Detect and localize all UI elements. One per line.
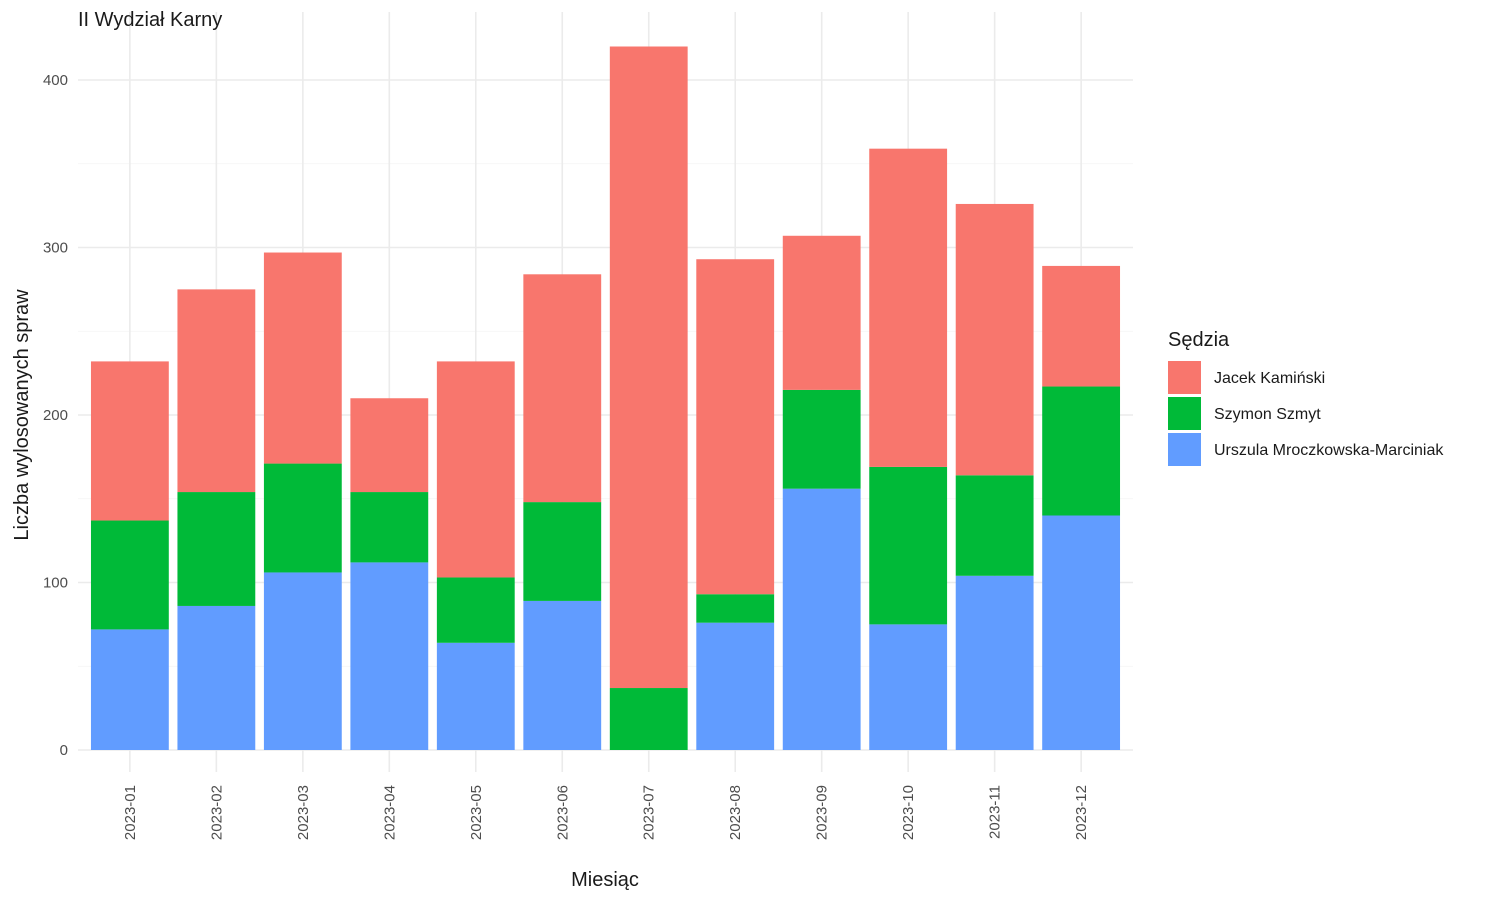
bar-segment [350, 562, 429, 750]
bar-segment [90, 361, 169, 521]
bar-segment [782, 389, 861, 489]
bar-segment [955, 575, 1034, 750]
legend-swatch [1168, 433, 1201, 466]
bar-segment [869, 624, 948, 750]
bar-segment [523, 274, 602, 503]
bar-segment [263, 252, 342, 464]
chart-title: II Wydział Karny [78, 9, 222, 31]
y-tick-label: 300 [43, 240, 68, 257]
x-tick-label: 2023-05 [468, 785, 485, 840]
y-tick-label: 400 [43, 72, 68, 89]
bar-segment [955, 203, 1034, 476]
y-axis-title: Liczba wylosowanych spraw [11, 289, 33, 541]
x-axis-ticks: 2023-01 2023-02 2023-03 2023-04 2023-05 2023-… [122, 785, 1090, 840]
bar-segment [609, 688, 688, 750]
y-tick-label: 200 [43, 407, 68, 424]
bar-segment [609, 46, 688, 689]
legend-items: Jacek Kamiński Szymon Szmyt Urszula Mroczk… [1168, 361, 1444, 466]
bar-segment [177, 605, 256, 750]
bar-segment [436, 642, 515, 750]
y-tick-label: 0 [60, 742, 68, 759]
legend-title: Sędzia [1168, 329, 1230, 351]
x-tick-label: 2023-03 [295, 785, 312, 840]
bar-segment [177, 492, 256, 606]
x-tick-label: 2023-08 [727, 785, 744, 840]
legend-swatch [1168, 361, 1201, 394]
bar-segment [696, 622, 775, 750]
x-tick-label: 2023-10 [900, 785, 917, 840]
y-tick-label: 100 [43, 575, 68, 592]
bar-segment [90, 629, 169, 750]
legend-label: Szymon Szmyt [1214, 406, 1321, 423]
bar-segment [782, 488, 861, 750]
bar-segment [1042, 265, 1121, 387]
bar-segment [696, 259, 775, 595]
x-tick-label: 2023-12 [1073, 785, 1090, 840]
x-axis-title: Miesiąc [571, 869, 639, 891]
x-tick-label: 2023-02 [208, 785, 225, 840]
x-tick-label: 2023-09 [814, 785, 831, 840]
x-tick-label: 2023-04 [381, 785, 398, 840]
bar-segment [350, 398, 429, 493]
legend-label: Urszula Mroczkowska-Marciniak [1214, 442, 1444, 459]
bar-segment [782, 235, 861, 390]
x-tick-label: 2023-06 [554, 785, 571, 840]
legend: Sędzia Jacek Kamiński Szymon Szmyt Urszula… [1168, 329, 1444, 466]
bar-segment [263, 572, 342, 750]
x-tick-label: 2023-01 [122, 785, 139, 840]
bar-segment [436, 577, 515, 643]
bar-segment [955, 475, 1034, 576]
x-tick-label: 2023-11 [987, 785, 1004, 839]
bar-segment [90, 520, 169, 630]
legend-label: Jacek Kamiński [1214, 370, 1325, 387]
y-axis-ticks: 0 100 200 300 400 [43, 72, 68, 759]
bar-segment [696, 594, 775, 623]
bar-segment [177, 289, 256, 493]
bar-segment [523, 600, 602, 750]
legend-swatch [1168, 397, 1201, 430]
bars [90, 46, 1121, 750]
x-tick-label: 2023-07 [641, 785, 658, 840]
bar-segment [523, 502, 602, 601]
bar-segment [869, 466, 948, 625]
bar-segment [350, 492, 429, 563]
bar-segment [263, 463, 342, 573]
bar-segment [1042, 515, 1121, 750]
bar-segment [869, 148, 948, 467]
bar-segment [1042, 386, 1121, 516]
bar-segment [436, 361, 515, 578]
